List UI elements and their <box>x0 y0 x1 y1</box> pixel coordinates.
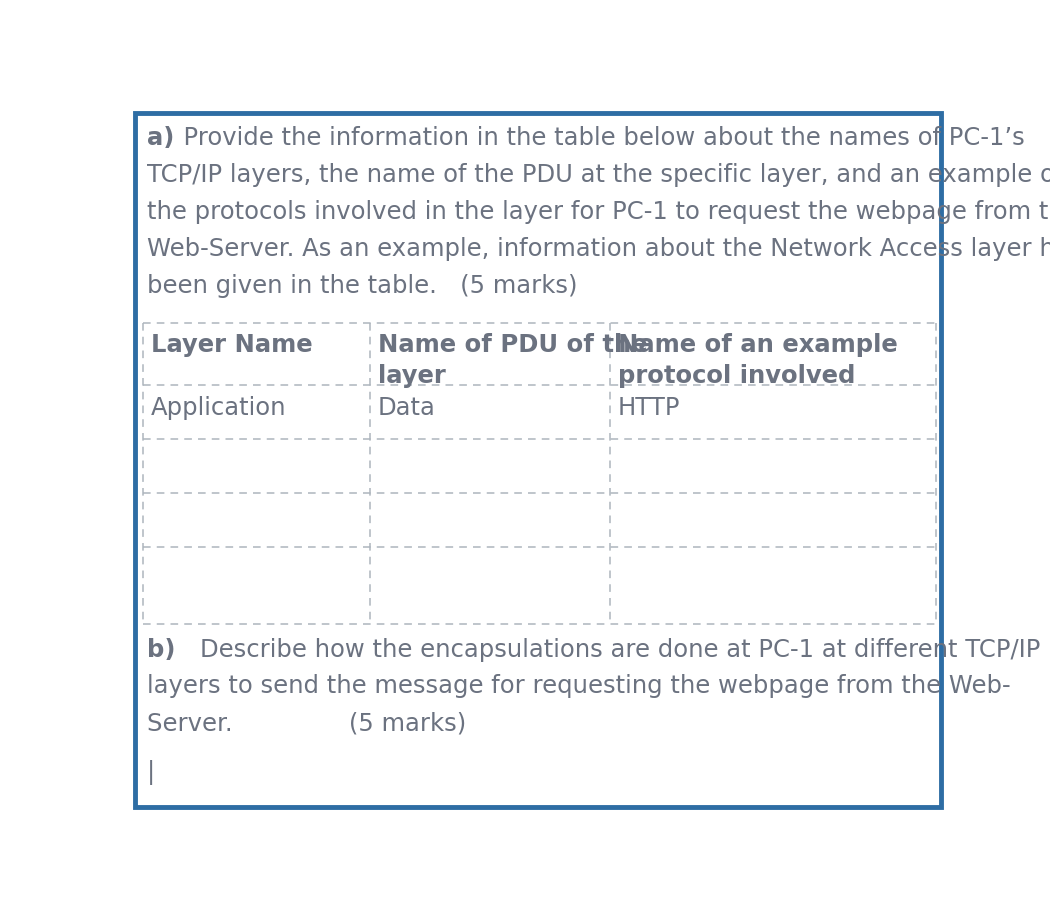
Text: HTTP: HTTP <box>618 395 680 420</box>
Text: Layer Name: Layer Name <box>150 333 312 356</box>
FancyBboxPatch shape <box>135 113 941 807</box>
Text: TCP/IP layers, the name of the PDU at the specific layer, and an example of: TCP/IP layers, the name of the PDU at th… <box>147 163 1050 188</box>
Text: b): b) <box>147 638 175 661</box>
Text: the protocols involved in the layer for PC-1 to request the webpage from the: the protocols involved in the layer for … <box>147 200 1050 224</box>
Text: Server.               (5 marks): Server. (5 marks) <box>147 711 466 735</box>
Text: Data: Data <box>378 395 436 420</box>
Text: Name of an example: Name of an example <box>618 333 898 356</box>
Text: layers to send the message for requesting the webpage from the Web-: layers to send the message for requestin… <box>147 674 1010 699</box>
Text: Name of PDU of the: Name of PDU of the <box>378 333 647 356</box>
Text: Application: Application <box>150 395 286 420</box>
Text: Web-Server. As an example, information about the Network Access layer ha: Web-Server. As an example, information a… <box>147 237 1050 261</box>
Text: |: | <box>147 760 155 784</box>
Text: been given in the table.   (5 marks): been given in the table. (5 marks) <box>147 274 578 298</box>
Text: protocol involved: protocol involved <box>618 364 856 388</box>
Text: Describe how the encapsulations are done at PC-1 at different TCP/IP: Describe how the encapsulations are done… <box>169 638 1041 661</box>
Text: Provide the information in the table below about the names of PC-1’s: Provide the information in the table bel… <box>168 127 1025 150</box>
Text: a): a) <box>147 127 174 150</box>
Text: layer: layer <box>378 364 445 388</box>
